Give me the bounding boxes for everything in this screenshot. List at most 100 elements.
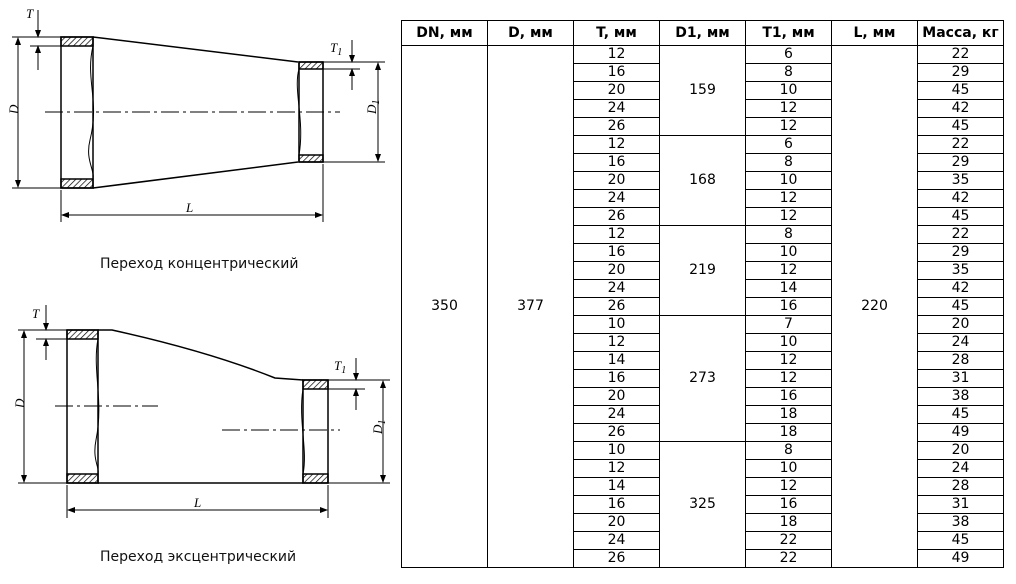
cell-t: 26 <box>573 423 660 442</box>
cell-t: 24 <box>573 99 660 118</box>
cell-mass: 45 <box>917 207 1004 226</box>
cell-mass: 38 <box>917 513 1004 532</box>
cell-t1: 18 <box>745 513 832 532</box>
cell-mass: 45 <box>917 405 1004 424</box>
cell-t: 12 <box>573 459 660 478</box>
label-t1: T1 <box>330 40 342 58</box>
cell-t: 26 <box>573 297 660 316</box>
table-row: 20 12 35 <box>402 261 1004 280</box>
cell-t1: 12 <box>745 189 832 208</box>
cell-t: 16 <box>573 63 660 82</box>
cell-t1: 14 <box>745 279 832 298</box>
cell-t1: 16 <box>745 495 832 514</box>
label-l: L <box>193 495 201 510</box>
cell-t1: 22 <box>745 549 832 568</box>
cell-mass: 24 <box>917 459 1004 478</box>
table-row: 24 14 42 <box>402 279 1004 298</box>
column-header: D, мм <box>487 20 574 46</box>
cell-t1: 12 <box>745 351 832 370</box>
cell-mass: 45 <box>917 531 1004 550</box>
cell-t: 20 <box>573 81 660 100</box>
cell-mass: 42 <box>917 189 1004 208</box>
table-row: 16 10 29 <box>402 243 1004 262</box>
dimensions-table: DN, мм D, мм T, мм D1, мм T1, мм L, мм Масса, … <box>401 20 1004 568</box>
cell-mass: 35 <box>917 171 1004 190</box>
concentric-reducer-drawing <box>12 10 385 222</box>
table-row: 16 8 29 <box>402 153 1004 172</box>
table-row: 12 168 6 22 <box>402 135 1004 226</box>
table-row: 20 10 35 <box>402 171 1004 190</box>
cell-t1: 10 <box>745 333 832 352</box>
cell-t1: 12 <box>745 117 832 136</box>
cell-t: 20 <box>573 387 660 406</box>
cell-t1: 18 <box>745 405 832 424</box>
cell-t: 24 <box>573 531 660 550</box>
table-row: 26 12 45 <box>402 117 1004 136</box>
cell-t: 24 <box>573 279 660 298</box>
cell-t1: 10 <box>745 459 832 478</box>
cell-mass: 20 <box>917 315 1004 334</box>
cell-d: 377 <box>487 45 574 568</box>
cell-t: 10 <box>573 315 660 334</box>
cell-t1: 8 <box>745 63 832 82</box>
cell-mass: 29 <box>917 63 1004 82</box>
column-header: D1, мм <box>659 20 746 46</box>
label-d: D <box>6 104 21 115</box>
column-header: Масса, кг <box>917 20 1004 46</box>
cell-t: 16 <box>573 369 660 388</box>
cell-t: 20 <box>573 513 660 532</box>
cell-t: 12 <box>573 45 660 64</box>
cell-mass: 45 <box>917 297 1004 316</box>
eccentric-reducer-drawing <box>18 305 390 518</box>
cell-t1: 10 <box>745 171 832 190</box>
cell-t: 16 <box>573 243 660 262</box>
cell-mass: 42 <box>917 99 1004 118</box>
cell-t1: 22 <box>745 531 832 550</box>
table-row: 10 273 7 20 <box>402 315 1004 442</box>
cell-mass: 28 <box>917 477 1004 496</box>
label-d1: D1 <box>364 100 382 115</box>
table-row: 24 12 42 <box>402 189 1004 208</box>
cell-dn: 350 <box>401 45 488 568</box>
table-row: 20 16 38 <box>402 387 1004 406</box>
cell-t1: 10 <box>745 81 832 100</box>
cell-t: 24 <box>573 405 660 424</box>
cell-t: 12 <box>573 333 660 352</box>
reducer-drawings: D T L D1 T1 D T L D1 T1 <box>6 6 390 518</box>
cell-mass: 35 <box>917 261 1004 280</box>
table-row: 14 12 28 <box>402 477 1004 496</box>
label-l: L <box>185 200 193 215</box>
cell-mass: 24 <box>917 333 1004 352</box>
column-header: T1, мм <box>745 20 832 46</box>
cell-mass: 29 <box>917 243 1004 262</box>
cell-t1: 8 <box>745 153 832 172</box>
cell-t: 16 <box>573 495 660 514</box>
caption-eccentric: Переход эксцентрический <box>100 549 297 565</box>
cell-mass: 28 <box>917 351 1004 370</box>
table-row: 350 377 12 159 6 220 22 <box>401 45 1004 568</box>
cell-t: 26 <box>573 117 660 136</box>
cell-d1: 219 <box>659 225 746 316</box>
column-header: L, мм <box>831 20 918 46</box>
table-row: 12 219 8 22 <box>402 225 1004 316</box>
cell-t: 12 <box>573 225 660 244</box>
table-row: 16 12 31 <box>402 369 1004 388</box>
cell-mass: 45 <box>917 117 1004 136</box>
cell-t1: 10 <box>745 243 832 262</box>
table-row: 20 18 38 <box>402 513 1004 532</box>
label-d1: D1 <box>370 420 388 435</box>
cell-mass: 29 <box>917 153 1004 172</box>
column-header: T, мм <box>573 20 660 46</box>
table-row: 26 22 49 <box>402 549 1004 568</box>
cell-mass: 31 <box>917 369 1004 388</box>
cell-t1: 12 <box>745 99 832 118</box>
cell-mass: 45 <box>917 81 1004 100</box>
cell-t1: 12 <box>745 261 832 280</box>
cell-t: 20 <box>573 171 660 190</box>
cell-d1: 168 <box>659 135 746 226</box>
cell-d1: 273 <box>659 315 746 442</box>
cell-t: 26 <box>573 549 660 568</box>
cell-d1: 159 <box>659 45 746 136</box>
cell-t1: 8 <box>745 225 832 244</box>
label-t: T <box>32 306 40 321</box>
